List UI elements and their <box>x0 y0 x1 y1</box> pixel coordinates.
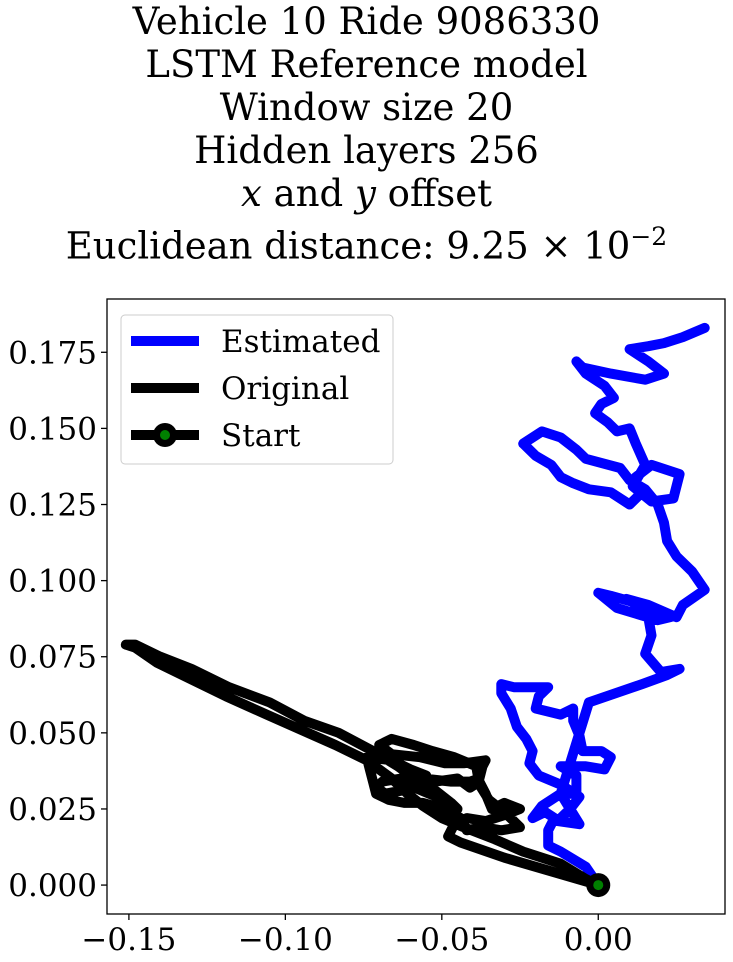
x-tick-label: 0.00 <box>564 922 633 958</box>
x-tick-label: −0.15 <box>81 922 176 958</box>
title-line-3: Window size 20 <box>219 86 514 129</box>
legend-label-start: Start <box>221 418 301 454</box>
legend-label-estimated: Estimated <box>221 324 380 360</box>
title-x-variable: x <box>241 172 262 215</box>
y-tick-label: 0.050 <box>8 716 97 752</box>
y-tick-label: 0.075 <box>8 640 97 676</box>
chart-title: Vehicle 10 Ride 9086330 LSTM Reference m… <box>0 0 733 267</box>
title-line-6: Euclidean distance: 9.25 × 10−2 <box>0 215 733 267</box>
y-tick-label: 0.150 <box>8 411 97 447</box>
series-line-estimated <box>496 322 710 891</box>
legend-box <box>120 314 394 465</box>
y-axis: 0.000 0.025 0.050 0.075 0.100 0.125 0.150 0.175 <box>8 335 107 904</box>
legend-label-original: Original <box>221 371 349 407</box>
title-exponent: −2 <box>630 222 668 251</box>
x-axis: −0.15 −0.10 −0.05 0.00 <box>81 914 633 958</box>
start-marker-inner <box>593 880 604 891</box>
title-line-2: LSTM Reference model <box>145 43 588 86</box>
y-tick-label: 0.025 <box>8 792 97 828</box>
legend-start-marker-inner <box>160 430 170 440</box>
legend: Estimated Original Start <box>120 314 394 465</box>
axes-frame <box>106 298 726 915</box>
y-tick-label: 0.100 <box>8 564 97 600</box>
title-distance: Euclidean distance: 9.25 × 10 <box>65 224 631 268</box>
title-line-4: Hidden layers 256 <box>194 129 539 172</box>
y-tick-label: 0.175 <box>8 335 97 371</box>
series-layer <box>120 322 710 898</box>
title-y-variable: y <box>355 172 376 215</box>
title-and: and <box>261 172 355 215</box>
title-offset: offset <box>375 172 492 215</box>
y-tick-label: 0.125 <box>8 488 97 524</box>
x-tick-label: −0.10 <box>238 922 333 958</box>
y-tick-label: 0.000 <box>8 868 97 904</box>
series-line-original <box>120 639 604 891</box>
title-line-5: x and y offset <box>0 172 733 215</box>
x-tick-label: −0.05 <box>394 922 489 958</box>
title-line-1: Vehicle 10 Ride 9086330 <box>132 0 601 43</box>
